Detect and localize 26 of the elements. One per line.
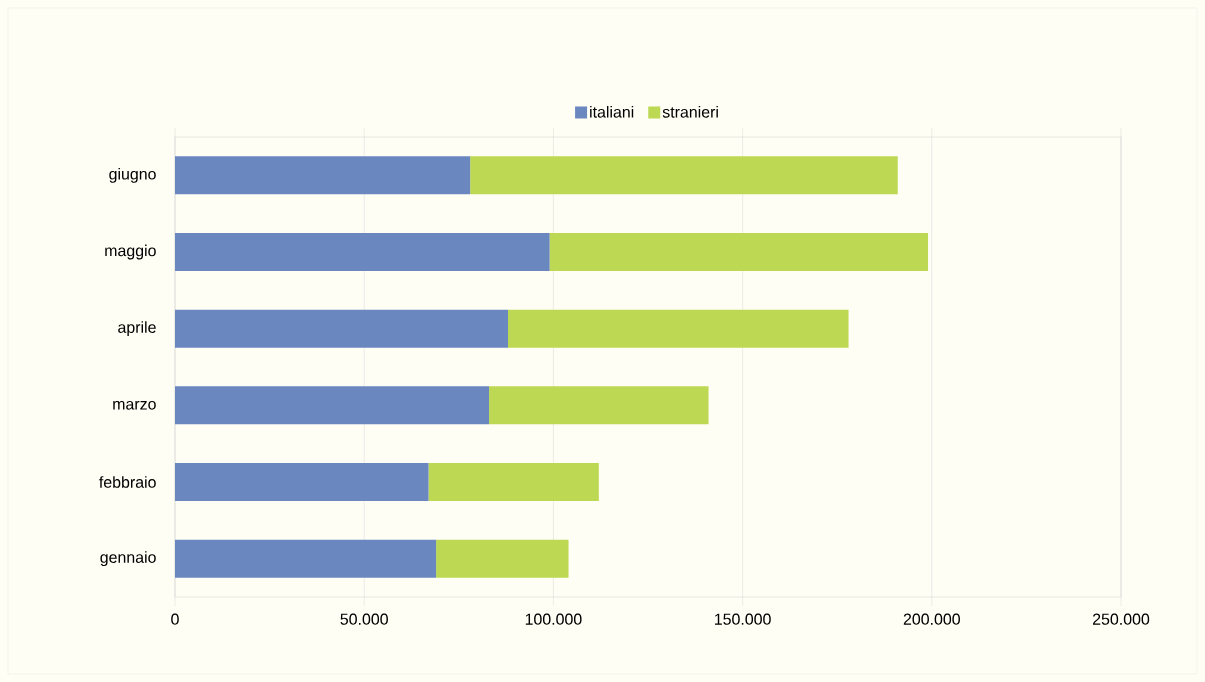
y-tick-label: marzo (113, 400, 156, 410)
y-tick-label: febbraio (99, 476, 156, 488)
x-tick-label: 150.000 (715, 613, 771, 625)
x-tick-label: 0 (171, 613, 179, 625)
y-tick-label: gennaio (100, 551, 156, 567)
legend-label: italiani (590, 105, 634, 118)
bar (175, 539, 437, 578)
bar (175, 463, 429, 501)
bar (175, 156, 471, 195)
bar (549, 233, 929, 271)
y-tick-label: maggio (105, 244, 156, 260)
x-tick-label: 250.000 (1093, 613, 1150, 625)
bar (470, 156, 898, 195)
x-tick-label: 100.000 (525, 613, 582, 625)
bar (175, 386, 490, 425)
bar (436, 539, 569, 578)
bar (175, 309, 508, 348)
bar (175, 233, 550, 271)
bar (508, 309, 849, 348)
y-tick-label: aprile (118, 321, 156, 337)
y-tick-label: giugno (109, 167, 156, 183)
legend-label: stranieri (662, 105, 718, 118)
x-tick-label: 50.000 (340, 613, 388, 625)
x-tick-label: 200.000 (903, 613, 960, 625)
bar (489, 386, 709, 425)
bar (428, 463, 599, 501)
